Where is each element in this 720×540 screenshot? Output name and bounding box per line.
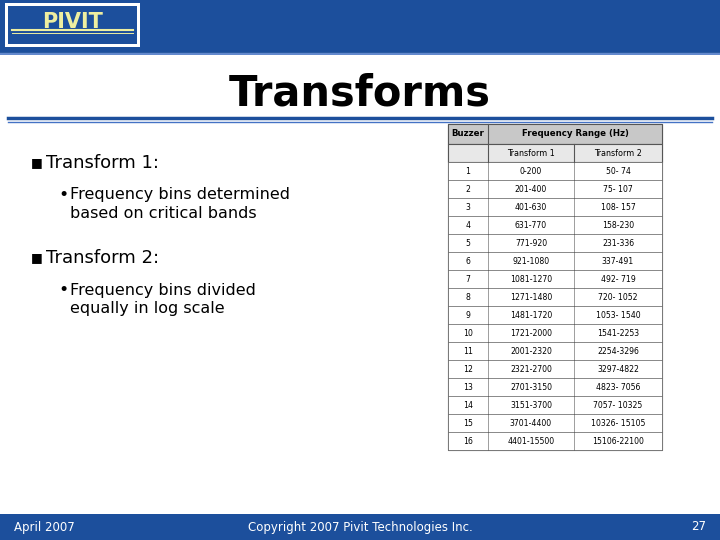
Text: 231-336: 231-336	[602, 239, 634, 247]
Bar	[448, 270, 662, 288]
Text: 1721-2000: 1721-2000	[510, 328, 552, 338]
Text: PIVIT: PIVIT	[42, 12, 103, 32]
Text: 27: 27	[691, 521, 706, 534]
Text: 3297-4822: 3297-4822	[597, 364, 639, 374]
Text: Transform 1: Transform 1	[507, 148, 555, 158]
Text: April 2007: April 2007	[14, 521, 75, 534]
Text: Transform 2: Transform 2	[594, 148, 642, 158]
Text: ■: ■	[31, 157, 42, 170]
Text: 7: 7	[466, 274, 470, 284]
Text: 13: 13	[463, 382, 473, 392]
Text: Transform 2:: Transform 2:	[46, 249, 159, 267]
Bar	[448, 324, 662, 342]
Text: 1081-1270: 1081-1270	[510, 274, 552, 284]
Text: equally in log scale: equally in log scale	[70, 300, 225, 315]
Bar	[448, 124, 662, 450]
Bar	[448, 252, 662, 270]
Text: 492- 719: 492- 719	[600, 274, 635, 284]
Text: 2321-2700: 2321-2700	[510, 364, 552, 374]
Text: •: •	[58, 186, 68, 204]
Text: 720- 1052: 720- 1052	[598, 293, 638, 301]
Text: 6: 6	[466, 256, 470, 266]
Bar	[448, 124, 662, 144]
Text: 201-400: 201-400	[515, 185, 547, 193]
Text: 3701-4400: 3701-4400	[510, 418, 552, 428]
Bar	[448, 396, 662, 414]
Text: 0-200: 0-200	[520, 166, 542, 176]
Bar	[448, 234, 662, 252]
Text: 14: 14	[463, 401, 473, 409]
Text: 10326- 15105: 10326- 15105	[591, 418, 645, 428]
Bar	[448, 378, 662, 396]
Text: 4401-15500: 4401-15500	[508, 436, 554, 446]
Text: 15106-22100: 15106-22100	[592, 436, 644, 446]
Text: 10: 10	[463, 328, 473, 338]
Bar	[448, 342, 662, 360]
Text: 158-230: 158-230	[602, 220, 634, 230]
Text: 4823- 7056: 4823- 7056	[596, 382, 640, 392]
Bar	[0, 514, 720, 540]
Text: 921-1080: 921-1080	[513, 256, 549, 266]
Text: 2254-3296: 2254-3296	[597, 347, 639, 355]
Text: 50- 74: 50- 74	[606, 166, 631, 176]
Text: Frequency bins determined: Frequency bins determined	[70, 187, 290, 202]
Bar	[448, 216, 662, 234]
Text: 771-920: 771-920	[515, 239, 547, 247]
Text: 7057- 10325: 7057- 10325	[593, 401, 643, 409]
Bar	[448, 144, 662, 162]
Text: 8: 8	[466, 293, 470, 301]
Bar	[448, 414, 662, 432]
Text: 75- 107: 75- 107	[603, 185, 633, 193]
Text: 401-630: 401-630	[515, 202, 547, 212]
Bar	[8, 6, 137, 44]
Text: Transform 1:: Transform 1:	[46, 154, 159, 172]
Text: 2001-2320: 2001-2320	[510, 347, 552, 355]
Text: 1: 1	[466, 166, 470, 176]
Text: Frequency bins divided: Frequency bins divided	[70, 282, 256, 298]
Bar	[448, 288, 662, 306]
Text: 9: 9	[466, 310, 470, 320]
Bar	[448, 306, 662, 324]
Text: 3151-3700: 3151-3700	[510, 401, 552, 409]
Text: 1541-2253: 1541-2253	[597, 328, 639, 338]
Text: ■: ■	[31, 252, 42, 265]
Text: 337-491: 337-491	[602, 256, 634, 266]
Text: Buzzer: Buzzer	[451, 130, 485, 138]
Text: Transforms: Transforms	[229, 72, 491, 114]
Text: 1053- 1540: 1053- 1540	[595, 310, 640, 320]
Text: 5: 5	[466, 239, 470, 247]
Text: 2701-3150: 2701-3150	[510, 382, 552, 392]
Text: 1271-1480: 1271-1480	[510, 293, 552, 301]
Bar	[5, 3, 140, 47]
Text: 3: 3	[466, 202, 470, 212]
Text: •: •	[58, 281, 68, 299]
Text: Frequency Range (Hz): Frequency Range (Hz)	[521, 130, 629, 138]
Text: 108- 157: 108- 157	[600, 202, 635, 212]
Text: based on critical bands: based on critical bands	[70, 206, 256, 220]
Text: 15: 15	[463, 418, 473, 428]
Bar	[448, 360, 662, 378]
Text: 2: 2	[466, 185, 470, 193]
Text: 631-770: 631-770	[515, 220, 547, 230]
Text: 12: 12	[463, 364, 473, 374]
Text: 1481-1720: 1481-1720	[510, 310, 552, 320]
Bar	[448, 162, 662, 180]
Text: 11: 11	[463, 347, 473, 355]
Bar	[448, 432, 662, 450]
Text: 16: 16	[463, 436, 473, 446]
Bar	[0, 0, 720, 50]
Text: Copyright 2007 Pivit Technologies Inc.: Copyright 2007 Pivit Technologies Inc.	[248, 521, 472, 534]
Text: 4: 4	[466, 220, 470, 230]
Bar	[448, 198, 662, 216]
Bar	[448, 180, 662, 198]
